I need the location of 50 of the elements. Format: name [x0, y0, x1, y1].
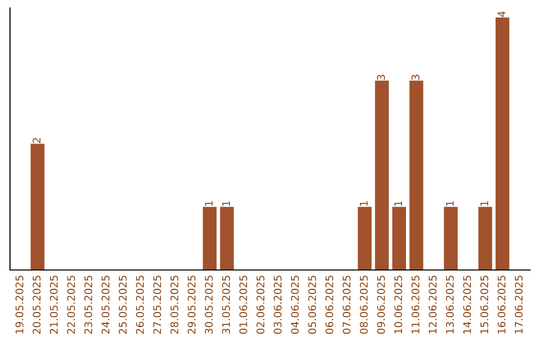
- x-tick-label: 29.05.2025: [188, 276, 196, 334]
- bar: [375, 80, 389, 270]
- x-tick-label: 09.06.2025: [377, 276, 385, 334]
- x-tick-label: 12.06.2025: [428, 276, 437, 334]
- x-tick-label: 20.05.2025: [32, 276, 41, 334]
- x-tick-label: 01.06.2025: [239, 276, 248, 334]
- bar: [444, 206, 458, 270]
- data-label: 1: [360, 201, 368, 206]
- x-tick-label: 19.05.2025: [15, 276, 24, 334]
- x-tick-label: 26.05.2025: [136, 276, 144, 334]
- bar: [202, 206, 217, 270]
- x-tick-label: 24.05.2025: [102, 276, 110, 334]
- data-label: 1: [480, 201, 488, 206]
- x-tick-label: 14.06.2025: [463, 276, 472, 334]
- data-label: 3: [412, 74, 420, 80]
- x-tick-label: 08.06.2025: [360, 276, 368, 334]
- x-tick-label: 04.06.2025: [290, 276, 299, 334]
- data-label: 4: [498, 11, 506, 17]
- bar: [358, 206, 372, 270]
- x-tick-label: 28.05.2025: [170, 276, 178, 334]
- data-label: 2: [32, 138, 40, 143]
- x-tick-label: 17.06.2025: [514, 276, 523, 334]
- data-label: 3: [377, 74, 385, 80]
- data-label: 1: [446, 201, 454, 206]
- x-tick-label: 10.06.2025: [394, 276, 402, 334]
- bar: [30, 144, 44, 270]
- x-tick-label: 06.06.2025: [325, 276, 334, 334]
- bar: [220, 206, 234, 270]
- x-tick-label: 23.05.2025: [84, 276, 92, 334]
- x-tick-label: 13.06.2025: [446, 276, 454, 334]
- x-tick-label: 02.06.2025: [256, 276, 264, 334]
- x-tick-label: 27.05.2025: [153, 276, 162, 334]
- x-tick-label: 03.06.2025: [274, 276, 282, 334]
- bar: [478, 206, 492, 270]
- bar: [392, 206, 406, 270]
- data-label: 1: [394, 201, 402, 206]
- data-label: 1: [222, 201, 230, 206]
- x-tick-label: 07.06.2025: [342, 276, 351, 334]
- data-label: 1: [205, 201, 213, 206]
- x-tick-label: 31.05.2025: [222, 276, 230, 334]
- x-tick-label: 21.05.2025: [50, 276, 58, 334]
- x-tick-label: 30.05.2025: [204, 276, 213, 334]
- x-tick-label: 22.05.2025: [67, 276, 76, 334]
- bar: [496, 17, 510, 270]
- bar: [409, 80, 424, 270]
- x-tick-label: 16.06.2025: [498, 276, 506, 334]
- x-tick-label: 25.05.2025: [118, 276, 127, 334]
- x-tick-label: 11.06.2025: [412, 276, 420, 334]
- x-tick-label: 15.06.2025: [480, 276, 488, 334]
- x-tick-label: 05.06.2025: [308, 276, 316, 334]
